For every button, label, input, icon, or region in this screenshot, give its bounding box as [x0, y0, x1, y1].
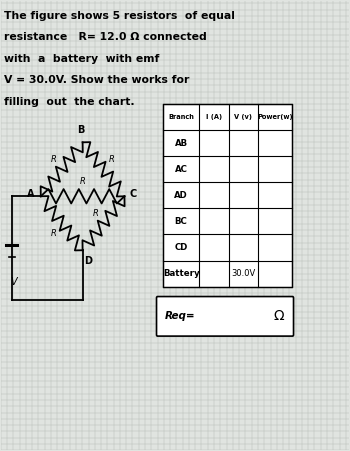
Text: BC: BC: [175, 217, 188, 226]
Text: R: R: [108, 155, 114, 164]
Text: 30.0V: 30.0V: [231, 269, 256, 278]
Text: C: C: [130, 189, 137, 199]
Text: R: R: [51, 229, 57, 238]
Text: A: A: [27, 189, 35, 199]
Text: R: R: [51, 155, 57, 164]
Text: V (v): V (v): [234, 114, 252, 120]
Text: I (A): I (A): [206, 114, 222, 120]
Text: filling  out  the chart.: filling out the chart.: [4, 97, 135, 107]
Bar: [163, 104, 293, 287]
Text: with  a  battery  with emf: with a battery with emf: [4, 54, 160, 64]
Text: AB: AB: [175, 139, 188, 148]
Text: V = 30.0V. Show the works for: V = 30.0V. Show the works for: [4, 75, 190, 85]
Text: D: D: [84, 257, 92, 267]
Text: Power(w): Power(w): [257, 114, 293, 120]
Text: AD: AD: [174, 191, 188, 200]
Text: CD: CD: [174, 243, 188, 252]
Text: Battery: Battery: [163, 269, 199, 278]
Text: The figure shows 5 resistors  of equal: The figure shows 5 resistors of equal: [4, 10, 235, 21]
Text: B: B: [77, 125, 85, 135]
Text: Req=: Req=: [164, 311, 195, 321]
FancyBboxPatch shape: [156, 297, 294, 336]
Text: R: R: [93, 208, 99, 217]
Text: R: R: [80, 177, 85, 186]
Text: AC: AC: [175, 165, 188, 174]
Text: V: V: [10, 277, 17, 287]
Text: resistance   R= 12.0 Ω connected: resistance R= 12.0 Ω connected: [4, 32, 207, 42]
Text: Branch: Branch: [168, 114, 194, 120]
Text: Ω: Ω: [273, 309, 284, 323]
